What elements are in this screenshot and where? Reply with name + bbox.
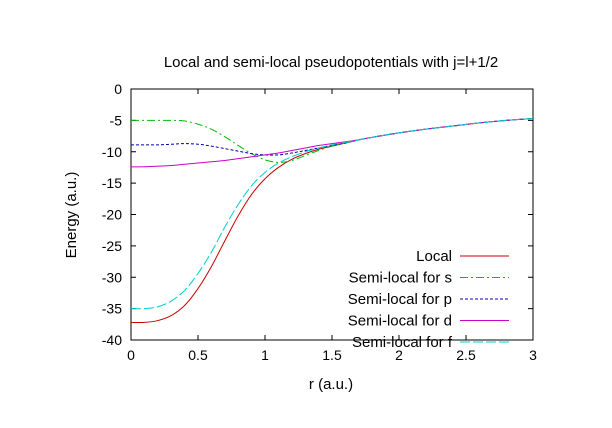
x-tick-label: 2.5 [456, 347, 476, 363]
legend-label: Semi-local for p [348, 291, 452, 308]
x-tick-label: 0.5 [188, 347, 208, 363]
legend-label: Semi-local for s [349, 270, 452, 287]
x-axis-label: r (a.u.) [309, 376, 353, 393]
y-tick-label: -20 [102, 207, 122, 223]
series-line-3 [130, 117, 534, 168]
x-tick-label: 0 [127, 347, 135, 363]
series-line-0 [130, 117, 534, 324]
series-line-1 [131, 117, 534, 163]
series-line-2 [131, 117, 534, 156]
series-line-4 [130, 117, 534, 310]
legend: Local Semi-local for s Semi-local for p Sem… [348, 248, 509, 351]
y-tick-label: -40 [102, 332, 122, 348]
x-tick-label: 3 [529, 347, 537, 363]
y-tick-label: 0 [114, 81, 122, 97]
y-tick-label: -25 [102, 238, 122, 254]
series-lines [130, 117, 534, 324]
y-axis-label: Energy (a.u.) [63, 172, 80, 259]
legend-label: Semi-local for f [352, 334, 453, 351]
y-tick-label: -30 [102, 269, 122, 285]
y-tick-label: -35 [102, 301, 122, 317]
y-tick-label: -5 [110, 112, 123, 128]
legend-label: Local [416, 248, 452, 265]
chart-title: Local and semi-local pseudopotentials wi… [164, 54, 498, 71]
plot-frame [130, 88, 534, 341]
x-tick-label: 2 [395, 347, 403, 363]
legend-label: Semi-local for d [348, 313, 452, 330]
x-tick-label: 1.5 [322, 347, 342, 363]
y-tick-label: -15 [102, 175, 122, 191]
x-tick-label: 1 [261, 347, 269, 363]
y-tick-label: -10 [102, 144, 122, 160]
